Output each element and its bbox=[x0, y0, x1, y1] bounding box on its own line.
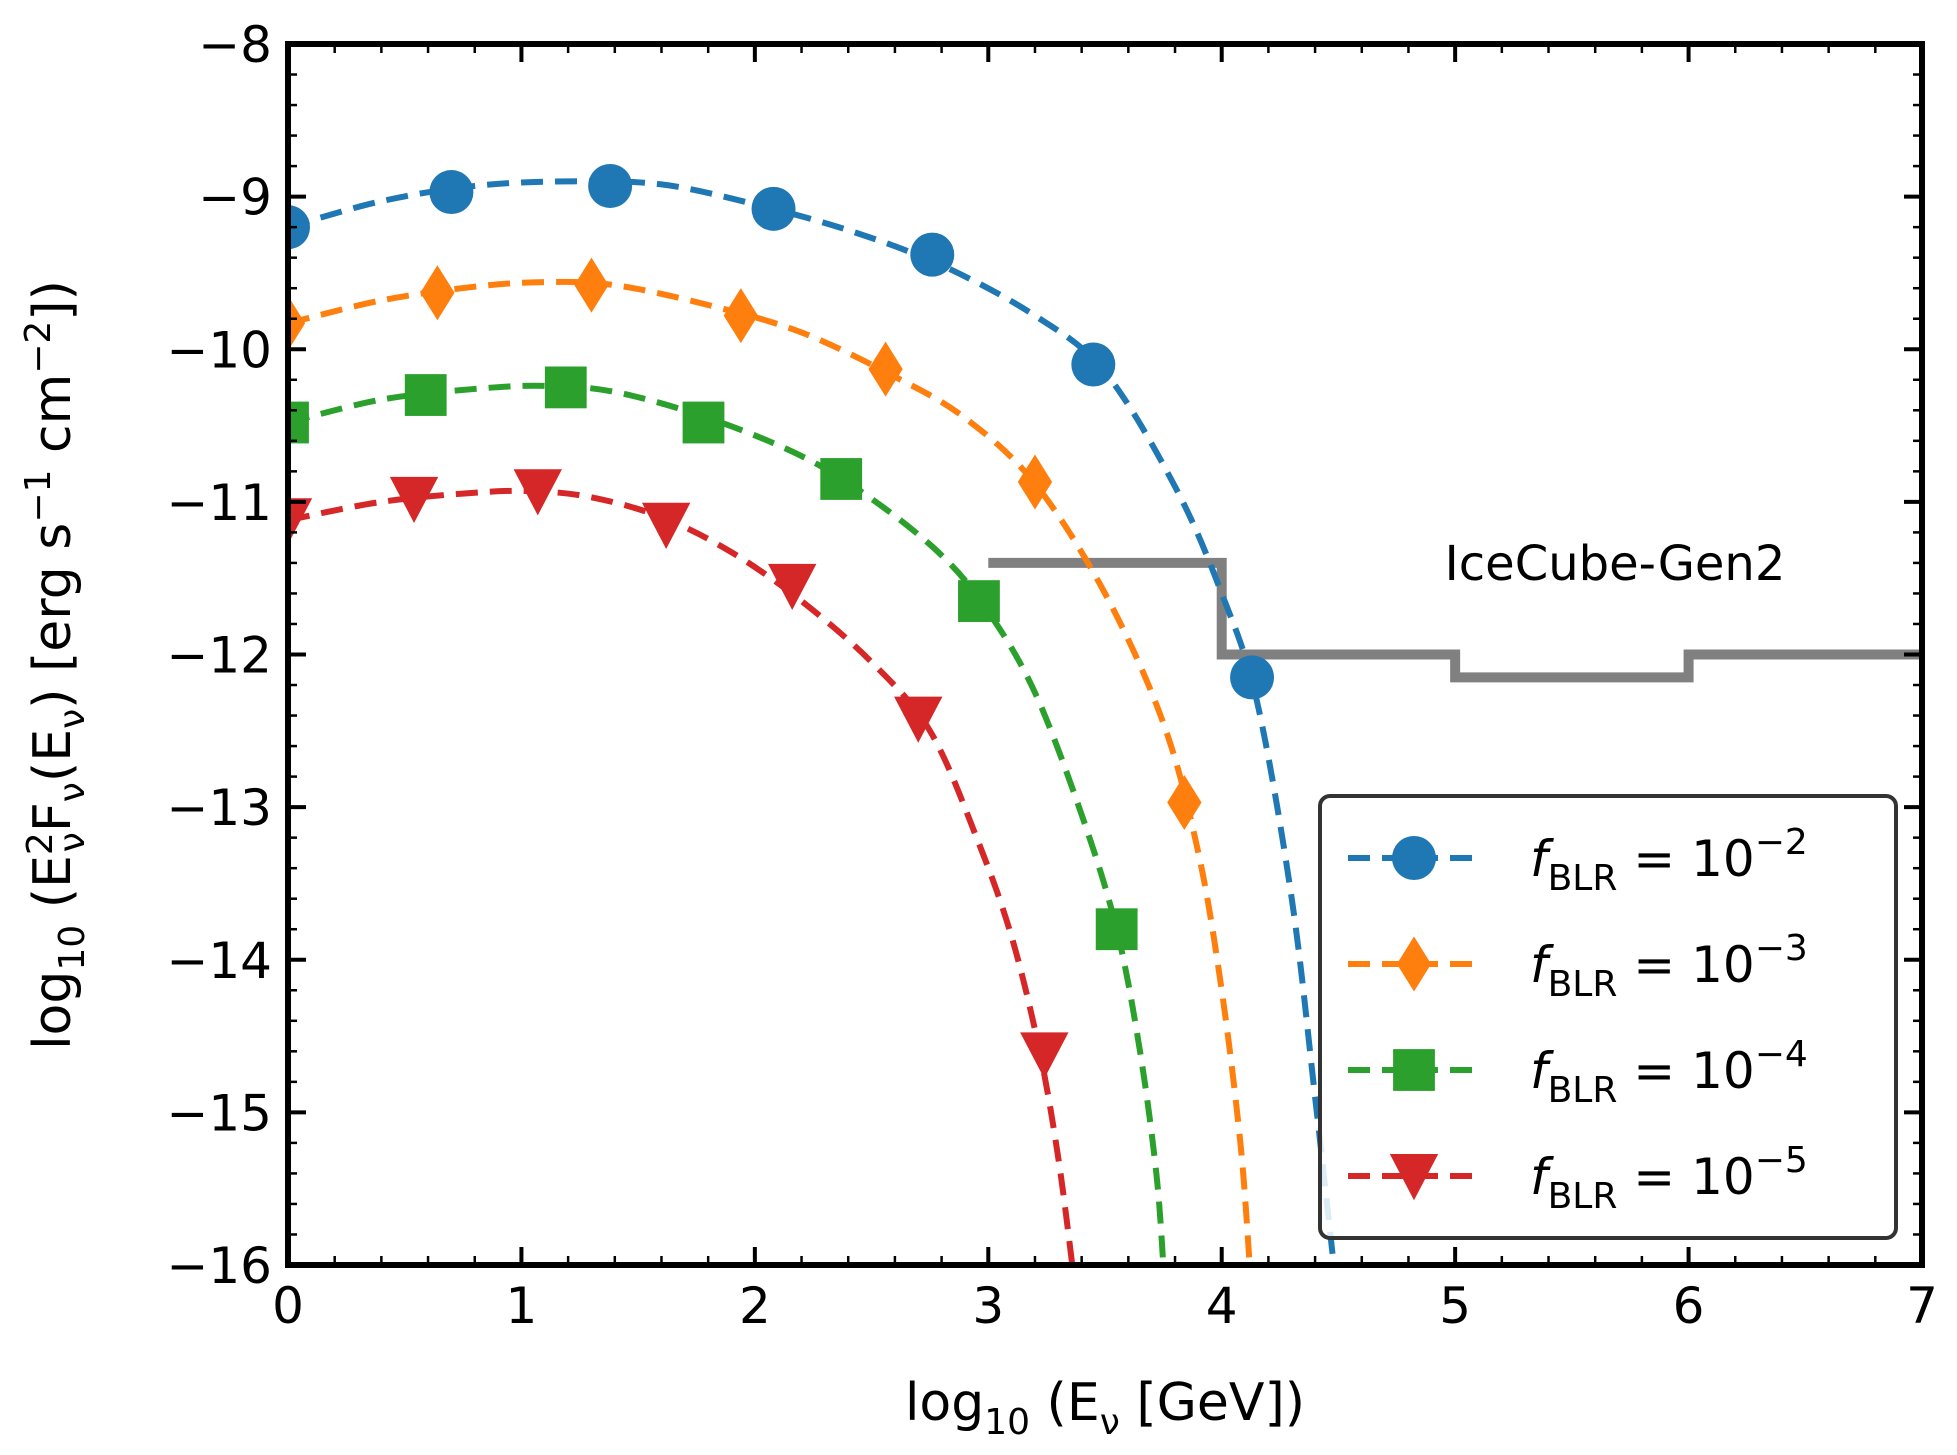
data-point-marker bbox=[288, 205, 310, 250]
data-point-marker bbox=[1230, 655, 1275, 700]
data-point-marker bbox=[682, 401, 725, 444]
data-point-marker bbox=[288, 401, 309, 444]
data-point-marker bbox=[544, 366, 587, 409]
data-point-marker bbox=[1071, 342, 1116, 387]
legend-label: fBLR = 10−4 bbox=[1530, 1034, 1808, 1111]
data-point-marker bbox=[910, 232, 955, 277]
data-point-marker bbox=[513, 469, 562, 516]
reference-curve-layer bbox=[988, 557, 1922, 683]
data-point-marker bbox=[820, 458, 863, 500]
icecube-annotation: IceCube-Gen2 bbox=[1445, 536, 1786, 592]
series-line bbox=[288, 178, 1337, 1265]
series-line bbox=[288, 382, 1167, 1265]
x-tick-label: 0 bbox=[272, 1277, 304, 1335]
series-line bbox=[288, 278, 1253, 1265]
data-point-marker bbox=[723, 288, 759, 344]
y-axis-title: log10 (E2νFν(Eν) [erg s−1 cm−2]) bbox=[18, 280, 93, 1050]
data-point-marker bbox=[1017, 454, 1053, 510]
x-axis-title: log10 (Eν [GeV]) bbox=[905, 1373, 1305, 1443]
y-tick-label: −12 bbox=[166, 627, 272, 685]
y-tick-label: −14 bbox=[166, 932, 272, 990]
legend-label: fBLR = 10−2 bbox=[1530, 822, 1808, 899]
legend-label: fBLR = 10−3 bbox=[1530, 928, 1808, 1005]
data-point-marker bbox=[404, 374, 447, 416]
series-layer bbox=[288, 163, 1337, 1265]
data-point-marker bbox=[958, 580, 1000, 622]
legend-marker bbox=[1389, 1154, 1439, 1201]
x-tick-label: 6 bbox=[1673, 1277, 1705, 1335]
data-point-marker bbox=[429, 170, 474, 215]
series-4 bbox=[288, 469, 1076, 1265]
legend-marker bbox=[1396, 936, 1432, 992]
data-point-marker bbox=[574, 257, 609, 313]
data-point-marker bbox=[1167, 775, 1202, 831]
x-tick-label: 1 bbox=[506, 1277, 538, 1335]
icecube-gen2-sensitivity-line bbox=[988, 557, 1922, 683]
data-point-marker bbox=[894, 696, 943, 743]
data-point-marker bbox=[288, 295, 306, 351]
data-point-marker bbox=[1020, 1032, 1069, 1079]
legend-item: fBLR = 10−2 bbox=[1348, 822, 1808, 899]
data-point-marker bbox=[1095, 908, 1138, 951]
legend-box bbox=[1318, 794, 1898, 1240]
legend: fBLR = 10−2 fBLR = 10−3 fBLR = 10−4 fBLR = … bbox=[1318, 794, 1898, 1240]
y-tick-label: −16 bbox=[166, 1237, 272, 1295]
data-point-marker bbox=[389, 476, 439, 524]
x-tick-label: 5 bbox=[1439, 1277, 1471, 1335]
series-line bbox=[288, 487, 1076, 1265]
legend-item: fBLR = 10−5 bbox=[1348, 1140, 1808, 1217]
x-tick-label: 3 bbox=[972, 1277, 1004, 1335]
x-tick-label: 7 bbox=[1906, 1277, 1938, 1335]
data-point-marker bbox=[420, 265, 455, 321]
legend-marker bbox=[1392, 836, 1436, 880]
data-point-marker bbox=[751, 186, 796, 231]
y-tick-label: −8 bbox=[198, 16, 272, 74]
y-tick-label: −15 bbox=[166, 1084, 272, 1142]
data-point-marker bbox=[641, 502, 691, 549]
data-point-marker bbox=[768, 563, 817, 611]
series-2 bbox=[288, 257, 1253, 1265]
legend-marker bbox=[1393, 1049, 1435, 1091]
y-tick-label: −10 bbox=[166, 321, 272, 379]
x-tick-label: 2 bbox=[739, 1277, 771, 1335]
y-tick-label: −13 bbox=[166, 779, 272, 837]
legend-item: fBLR = 10−3 bbox=[1348, 928, 1808, 1005]
series-1 bbox=[288, 163, 1337, 1265]
x-tick-label: 4 bbox=[1206, 1277, 1238, 1335]
axes-layer: 0 1 2 3 4 5 6 7 −8 −9 −10 −11 −12 −13 −14 −15 −16 bbox=[166, 16, 1937, 1335]
legend-item: fBLR = 10−4 bbox=[1348, 1034, 1808, 1111]
data-point-marker bbox=[868, 341, 903, 397]
y-tick-label: −9 bbox=[198, 169, 272, 227]
y-tick-label: −11 bbox=[166, 474, 272, 532]
series-3 bbox=[288, 366, 1167, 1265]
legend-label: fBLR = 10−5 bbox=[1530, 1140, 1808, 1217]
data-point-marker bbox=[588, 163, 633, 208]
